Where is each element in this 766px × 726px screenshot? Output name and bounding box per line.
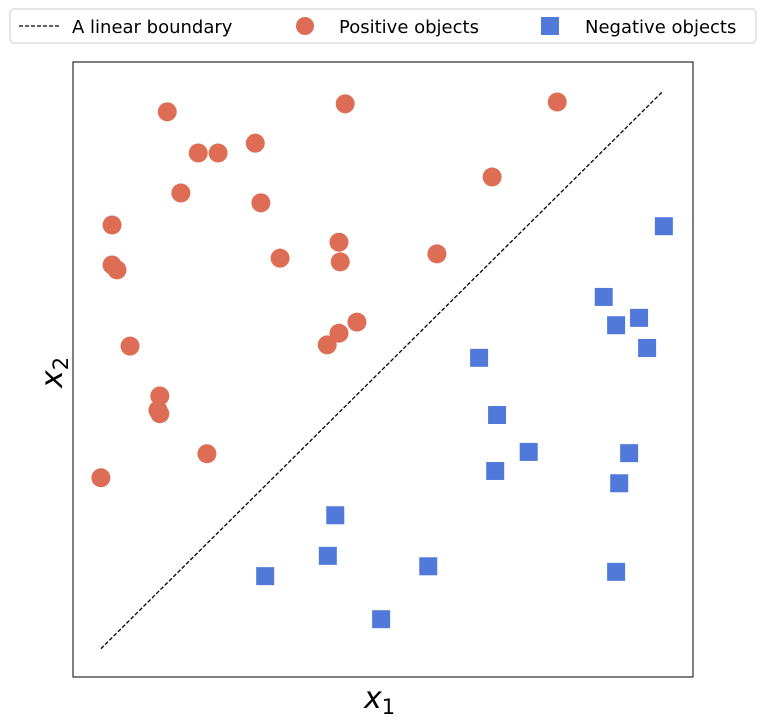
legend-negative-marker — [541, 17, 559, 35]
negative-point — [620, 444, 639, 463]
negative-point — [326, 506, 345, 525]
plot-marks — [91, 90, 673, 650]
negative-point — [372, 610, 391, 629]
positive-point — [91, 468, 111, 488]
legend-boundary-label: A linear boundary — [72, 17, 233, 38]
negative-point — [607, 562, 626, 581]
y-axis-label: x2 — [35, 357, 73, 389]
negative-point — [256, 567, 275, 586]
x-axis-label: x1 — [363, 681, 395, 719]
negative-point — [594, 287, 613, 306]
legend-frame — [9, 8, 757, 44]
negative-point — [610, 474, 629, 493]
positive-point — [107, 260, 127, 280]
boundary-line — [100, 90, 664, 650]
positive-point — [330, 252, 350, 272]
positive-point — [188, 143, 208, 163]
negative-point — [318, 546, 337, 565]
positive-point — [347, 312, 367, 332]
positive-point — [157, 102, 177, 122]
positive-point — [547, 92, 567, 112]
positive-point — [171, 183, 191, 203]
negative-point — [486, 461, 505, 480]
positive-point — [245, 133, 265, 153]
positive-point — [120, 336, 140, 356]
positive-point — [102, 215, 122, 235]
positive-point — [150, 404, 170, 424]
negative-point — [519, 442, 538, 461]
negative-point — [638, 338, 657, 357]
negative-point — [488, 406, 507, 425]
legend-positive-marker — [296, 17, 314, 35]
negative-point — [630, 308, 649, 327]
positive-point — [335, 94, 355, 114]
positive-point — [251, 193, 271, 213]
positive-point — [150, 386, 170, 406]
positive-point — [197, 444, 217, 464]
negative-point — [419, 557, 438, 576]
negative-point — [654, 217, 673, 236]
positive-point — [329, 232, 349, 252]
legend-positive-label: Positive objects — [339, 17, 479, 38]
legend-negative-label: Negative objects — [585, 17, 736, 38]
positive-point — [482, 167, 502, 187]
legend: A linear boundary Positive objects Negat… — [9, 8, 757, 44]
positive-point — [270, 248, 290, 268]
positive-point — [317, 335, 337, 355]
positive-point — [208, 143, 228, 163]
positive-point — [427, 244, 447, 264]
negative-point — [607, 316, 626, 335]
negative-point — [470, 348, 489, 367]
positive-point — [329, 323, 349, 343]
